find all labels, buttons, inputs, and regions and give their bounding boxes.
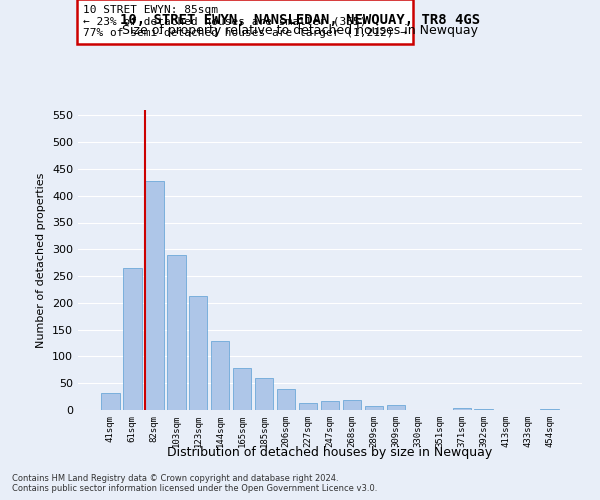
Bar xyxy=(123,268,142,410)
Bar xyxy=(255,378,274,410)
Bar xyxy=(211,342,229,410)
Text: Distribution of detached houses by size in Newquay: Distribution of detached houses by size … xyxy=(167,446,493,459)
Bar xyxy=(167,254,185,410)
Bar xyxy=(101,393,119,410)
Bar xyxy=(452,408,471,410)
Bar xyxy=(365,406,383,410)
Text: 10, STRET EWYN, NANSLEDAN, NEWQUAY, TR8 4GS: 10, STRET EWYN, NANSLEDAN, NEWQUAY, TR8 … xyxy=(120,12,480,26)
Bar xyxy=(233,368,251,410)
Bar xyxy=(541,409,559,410)
Bar xyxy=(145,180,164,410)
Bar xyxy=(320,402,340,410)
Bar xyxy=(277,389,295,410)
Bar xyxy=(189,296,208,410)
Text: 10 STRET EWYN: 85sqm
← 23% of detached houses are smaller (355)
77% of semi-deta: 10 STRET EWYN: 85sqm ← 23% of detached h… xyxy=(83,5,407,38)
Text: Contains public sector information licensed under the Open Government Licence v3: Contains public sector information licen… xyxy=(12,484,377,493)
Bar xyxy=(475,409,493,410)
Bar xyxy=(386,405,405,410)
Bar xyxy=(343,400,361,410)
Bar xyxy=(299,403,317,410)
Y-axis label: Number of detached properties: Number of detached properties xyxy=(37,172,46,348)
Text: Size of property relative to detached houses in Newquay: Size of property relative to detached ho… xyxy=(122,24,478,37)
Text: Contains HM Land Registry data © Crown copyright and database right 2024.: Contains HM Land Registry data © Crown c… xyxy=(12,474,338,483)
